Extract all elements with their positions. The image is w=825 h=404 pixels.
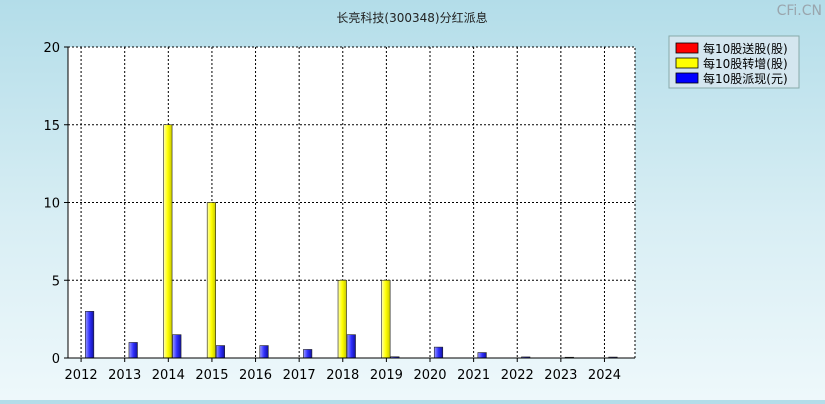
x-tick-label: 2017 bbox=[283, 368, 316, 383]
bar bbox=[163, 124, 173, 359]
bar bbox=[303, 349, 313, 359]
bar bbox=[337, 279, 347, 359]
bar bbox=[85, 311, 95, 359]
legend-label: 每10股送股(股) bbox=[703, 41, 788, 56]
chart-title: 长亮科技(300348)分红派息 bbox=[336, 10, 487, 25]
legend: 每10股送股(股)每10股转增(股)每10股派现(元) bbox=[668, 35, 800, 89]
legend-swatch bbox=[675, 42, 699, 54]
x-tick-label: 2020 bbox=[413, 368, 446, 383]
x-tick-label: 2012 bbox=[65, 368, 98, 383]
legend-label: 每10股派现(元) bbox=[703, 71, 788, 86]
axes: 0 5 10 15 20 2012 2013 2014 2015 2016 2017 2018 2019… bbox=[43, 41, 636, 383]
x-tick-label: 2023 bbox=[544, 368, 577, 383]
grid bbox=[68, 46, 635, 359]
x-tick-label: 2018 bbox=[326, 368, 359, 383]
bar bbox=[206, 202, 216, 359]
bar bbox=[259, 345, 269, 359]
bar bbox=[128, 342, 138, 359]
x-tick-label: 2016 bbox=[239, 368, 272, 383]
y-tick-label: 20 bbox=[43, 41, 60, 56]
x-tick-label: 2022 bbox=[501, 368, 534, 383]
bar bbox=[346, 334, 356, 359]
y-tick-label: 15 bbox=[43, 119, 60, 134]
x-tick-label: 2024 bbox=[588, 368, 621, 383]
legend-swatch bbox=[675, 57, 699, 69]
y-tick-label: 5 bbox=[52, 274, 60, 289]
x-tick-label: 2019 bbox=[370, 368, 403, 383]
legend-label: 每10股转增(股) bbox=[703, 56, 788, 71]
legend-swatch bbox=[675, 72, 699, 84]
bar bbox=[215, 345, 225, 359]
y-tick-label: 10 bbox=[43, 197, 60, 212]
bar bbox=[433, 346, 444, 359]
watermark: CFi.CN bbox=[777, 3, 822, 19]
x-tick-label: 2021 bbox=[457, 368, 490, 383]
bar bbox=[172, 334, 182, 359]
x-tick-label: 2013 bbox=[108, 368, 141, 383]
x-tick-label: 2015 bbox=[195, 368, 228, 383]
bar bbox=[381, 279, 391, 359]
bar bbox=[477, 352, 487, 359]
x-tick-label: 2014 bbox=[152, 368, 185, 383]
y-tick-label: 0 bbox=[52, 352, 60, 367]
